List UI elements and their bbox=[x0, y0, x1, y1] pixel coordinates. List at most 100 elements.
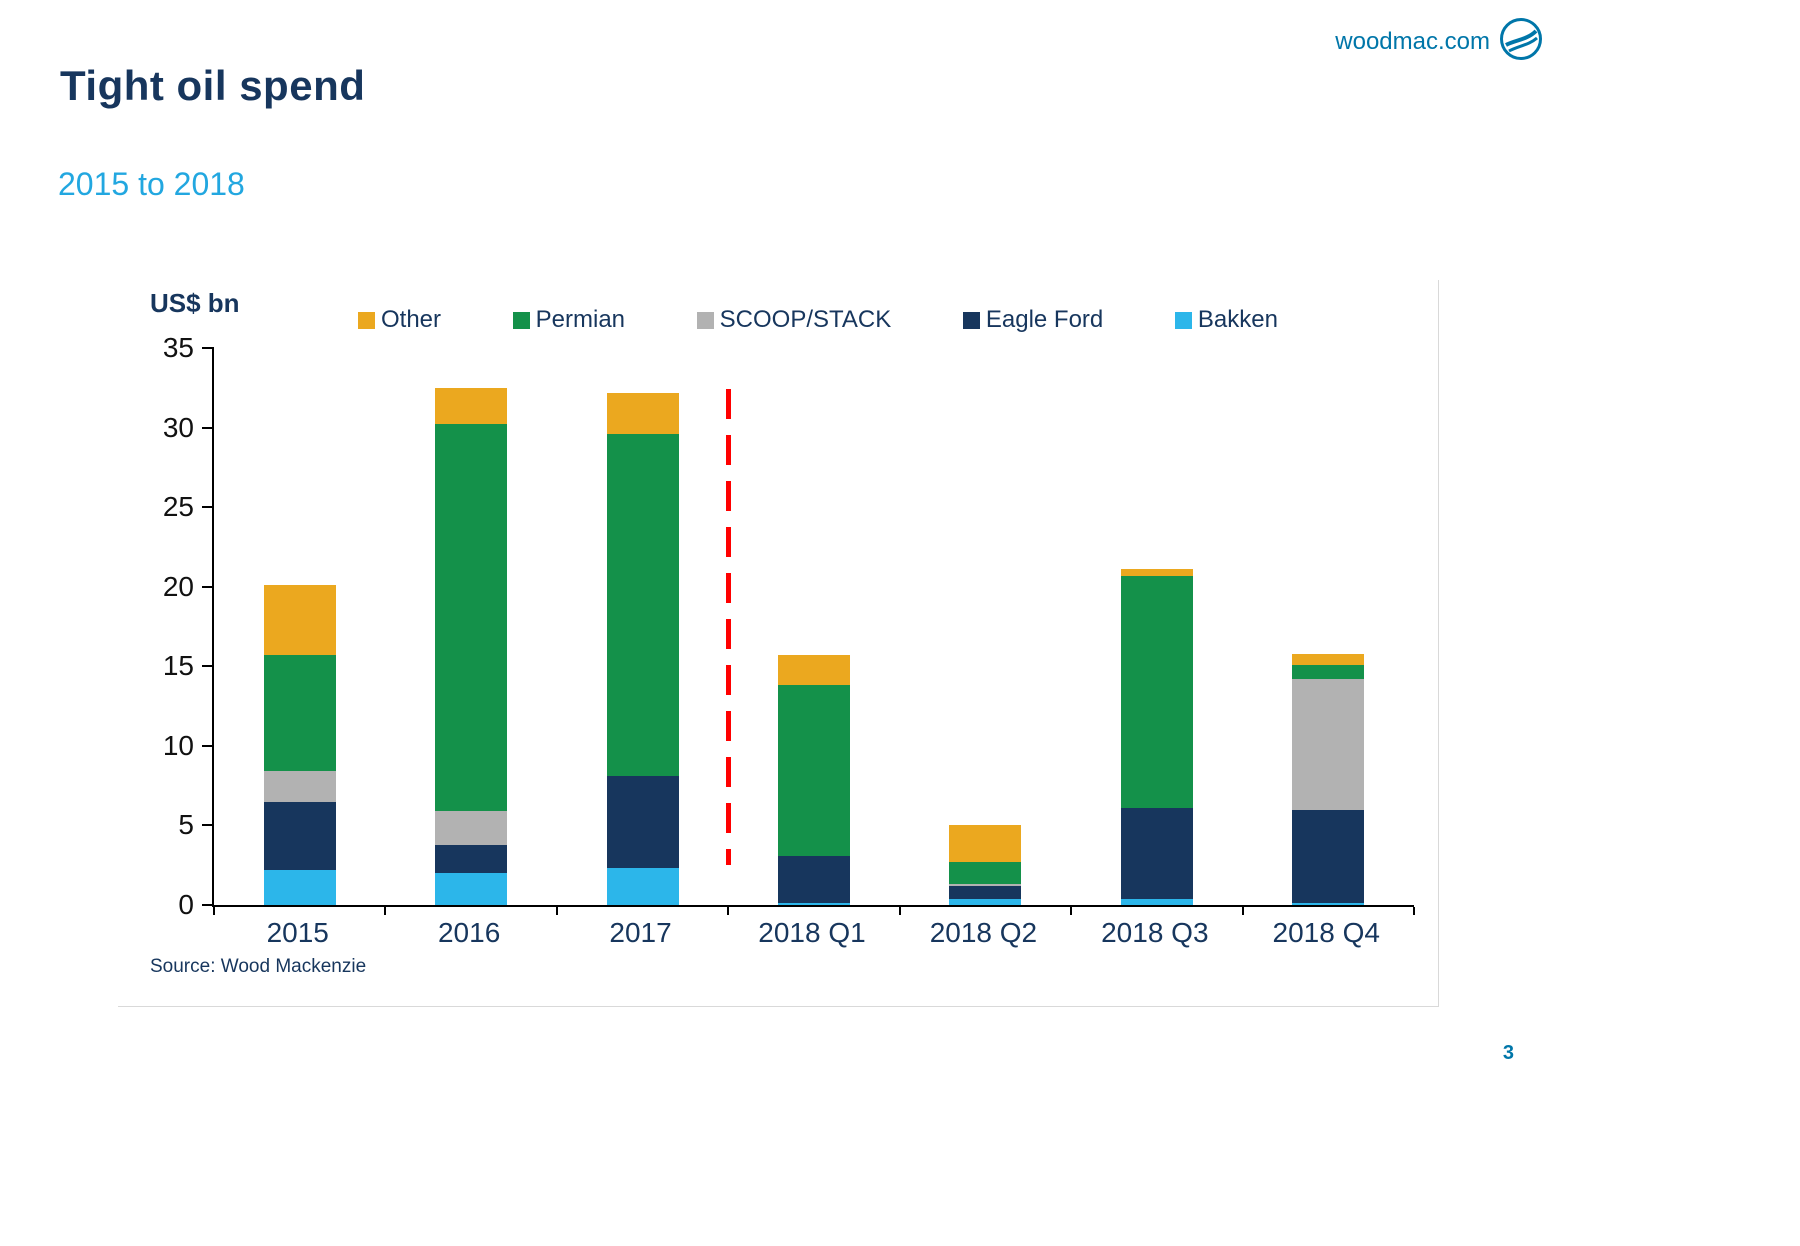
x-tick-mark bbox=[1413, 907, 1415, 915]
x-tick-mark bbox=[898, 907, 901, 915]
bar-segment-permian bbox=[777, 685, 850, 856]
y-tick-mark bbox=[202, 506, 214, 509]
bar-segment-eagle-ford bbox=[263, 801, 336, 870]
plot-area: 0 5 10 15 20 25 30 35 bbox=[163, 334, 1415, 919]
y-tick-mark bbox=[202, 744, 214, 747]
y-tick-mark bbox=[202, 665, 214, 668]
bar-segment-permian bbox=[1292, 664, 1365, 680]
legend-label: Bakken bbox=[1197, 306, 1278, 333]
bar-stack bbox=[606, 392, 679, 905]
bar-segment-eagle-ford bbox=[949, 885, 1022, 899]
page-title: Tight oil spend bbox=[60, 62, 366, 109]
y-tick-label: 35 bbox=[162, 332, 194, 363]
legend-item: Other bbox=[358, 306, 441, 334]
bars-layer bbox=[214, 348, 1414, 905]
bar-segment-bakken bbox=[263, 870, 336, 905]
legend-item: Permian bbox=[512, 306, 626, 334]
source-note: Source: Wood Mackenzie bbox=[150, 956, 367, 977]
page-subtitle: 2015 to 2018 bbox=[58, 166, 245, 202]
legend-swatch-icon bbox=[696, 311, 714, 329]
bar-column-2018-q4 bbox=[1243, 348, 1414, 905]
page-number: 3 bbox=[1502, 1042, 1514, 1064]
legend-swatch-icon bbox=[512, 311, 530, 329]
bar-segment-eagle-ford bbox=[435, 844, 508, 874]
bar-column-2018-q1 bbox=[728, 348, 899, 905]
y-tick-label: 25 bbox=[162, 491, 194, 523]
bar-stack bbox=[1292, 653, 1365, 905]
bar-column-2018-q3 bbox=[1071, 348, 1242, 905]
bar-stack bbox=[1120, 569, 1193, 905]
x-tick-mark bbox=[213, 907, 215, 915]
bar-stack bbox=[435, 387, 508, 905]
x-tick-mark bbox=[384, 907, 387, 915]
bar-stack bbox=[263, 585, 336, 905]
bar-segment-other bbox=[435, 387, 508, 425]
bar-segment-other bbox=[949, 825, 1022, 863]
bar-segment-permian bbox=[435, 424, 508, 812]
x-tick-mark bbox=[1241, 907, 1244, 915]
forecast-divider-line bbox=[726, 389, 732, 866]
y-tick-label: 30 bbox=[162, 411, 194, 443]
legend-item: SCOOP/STACK bbox=[696, 306, 892, 334]
bar-segment-eagle-ford bbox=[606, 776, 679, 869]
bar-segment-bakken bbox=[606, 868, 679, 905]
bar-column-2017 bbox=[557, 348, 728, 905]
bar-segment-bakken bbox=[1292, 903, 1365, 905]
x-tick-mark bbox=[727, 907, 730, 915]
bar-segment-eagle-ford bbox=[1292, 809, 1365, 904]
bar-segment-permian bbox=[263, 655, 336, 772]
bar-segment-bakken bbox=[949, 898, 1022, 905]
legend-item: Bakken bbox=[1174, 306, 1278, 334]
legend-label: Eagle Ford bbox=[985, 306, 1104, 333]
bar-segment-other bbox=[263, 585, 336, 656]
legend-swatch-icon bbox=[962, 311, 980, 329]
bar-segment-bakken bbox=[435, 873, 508, 905]
y-tick-mark bbox=[202, 904, 214, 906]
bar-column-2018-q2 bbox=[900, 348, 1071, 905]
bar-segment-eagle-ford bbox=[777, 855, 850, 904]
bar-segment-scoop-stack bbox=[949, 884, 1022, 886]
bar-segment-scoop-stack bbox=[435, 811, 508, 845]
x-axis-label: 2015 bbox=[266, 917, 329, 948]
chart: US$ bn Other Permian SCOOP/STACK Eagle Ford… bbox=[118, 280, 1439, 1007]
bar-segment-other bbox=[1120, 569, 1193, 576]
x-axis-label: 2018 Q3 bbox=[1101, 917, 1209, 948]
bar-segment-other bbox=[606, 392, 679, 434]
bar-segment-permian bbox=[606, 433, 679, 777]
bar-segment-other bbox=[777, 655, 850, 686]
x-axis-label: 2017 bbox=[609, 917, 672, 948]
y-tick-mark bbox=[202, 824, 214, 827]
site-link[interactable]: woodmac.com bbox=[1335, 28, 1490, 55]
legend-swatch-icon bbox=[358, 311, 375, 329]
bar-segment-scoop-stack bbox=[1292, 679, 1365, 810]
legend-label: SCOOP/STACK bbox=[719, 306, 892, 333]
bar-column-2015 bbox=[214, 348, 385, 905]
y-tick-mark bbox=[202, 426, 214, 429]
x-axis-label: 2018 Q4 bbox=[1272, 917, 1380, 948]
chart-legend: Other Permian SCOOP/STACK Eagle Ford Bakken bbox=[358, 306, 1278, 334]
x-tick-mark bbox=[1070, 907, 1073, 915]
y-tick-label: 10 bbox=[162, 729, 194, 761]
y-tick-mark bbox=[202, 347, 214, 349]
bar-segment-permian bbox=[1120, 575, 1193, 808]
y-axis-title: US$ bn bbox=[150, 288, 240, 318]
x-axis-label: 2018 Q2 bbox=[929, 917, 1038, 948]
woodmac-globe-logo bbox=[1500, 18, 1542, 60]
bar-segment-scoop-stack bbox=[263, 771, 336, 802]
y-tick-label: 15 bbox=[162, 650, 194, 682]
bar-segment-bakken bbox=[1120, 898, 1193, 905]
bar-stack bbox=[949, 825, 1022, 905]
y-tick-label: 5 bbox=[178, 809, 194, 841]
bar-segment-other bbox=[1292, 653, 1365, 665]
x-axis-labels: 2015 2016 2017 2018 Q1 2018 Q2 2018 Q3 2018 Q4 bbox=[212, 917, 1412, 949]
x-axis-label: 2018 Q1 bbox=[758, 917, 866, 948]
legend-label: Other bbox=[381, 306, 442, 333]
legend-label: Permian bbox=[535, 306, 626, 333]
bar-stack bbox=[777, 655, 850, 905]
y-tick-label: 0 bbox=[178, 889, 194, 920]
x-axis-label: 2016 bbox=[437, 917, 501, 948]
legend-item: Eagle Ford bbox=[962, 306, 1104, 334]
bar-column-2016 bbox=[385, 348, 556, 905]
bar-segment-bakken bbox=[777, 903, 850, 905]
x-tick-mark bbox=[555, 907, 558, 915]
